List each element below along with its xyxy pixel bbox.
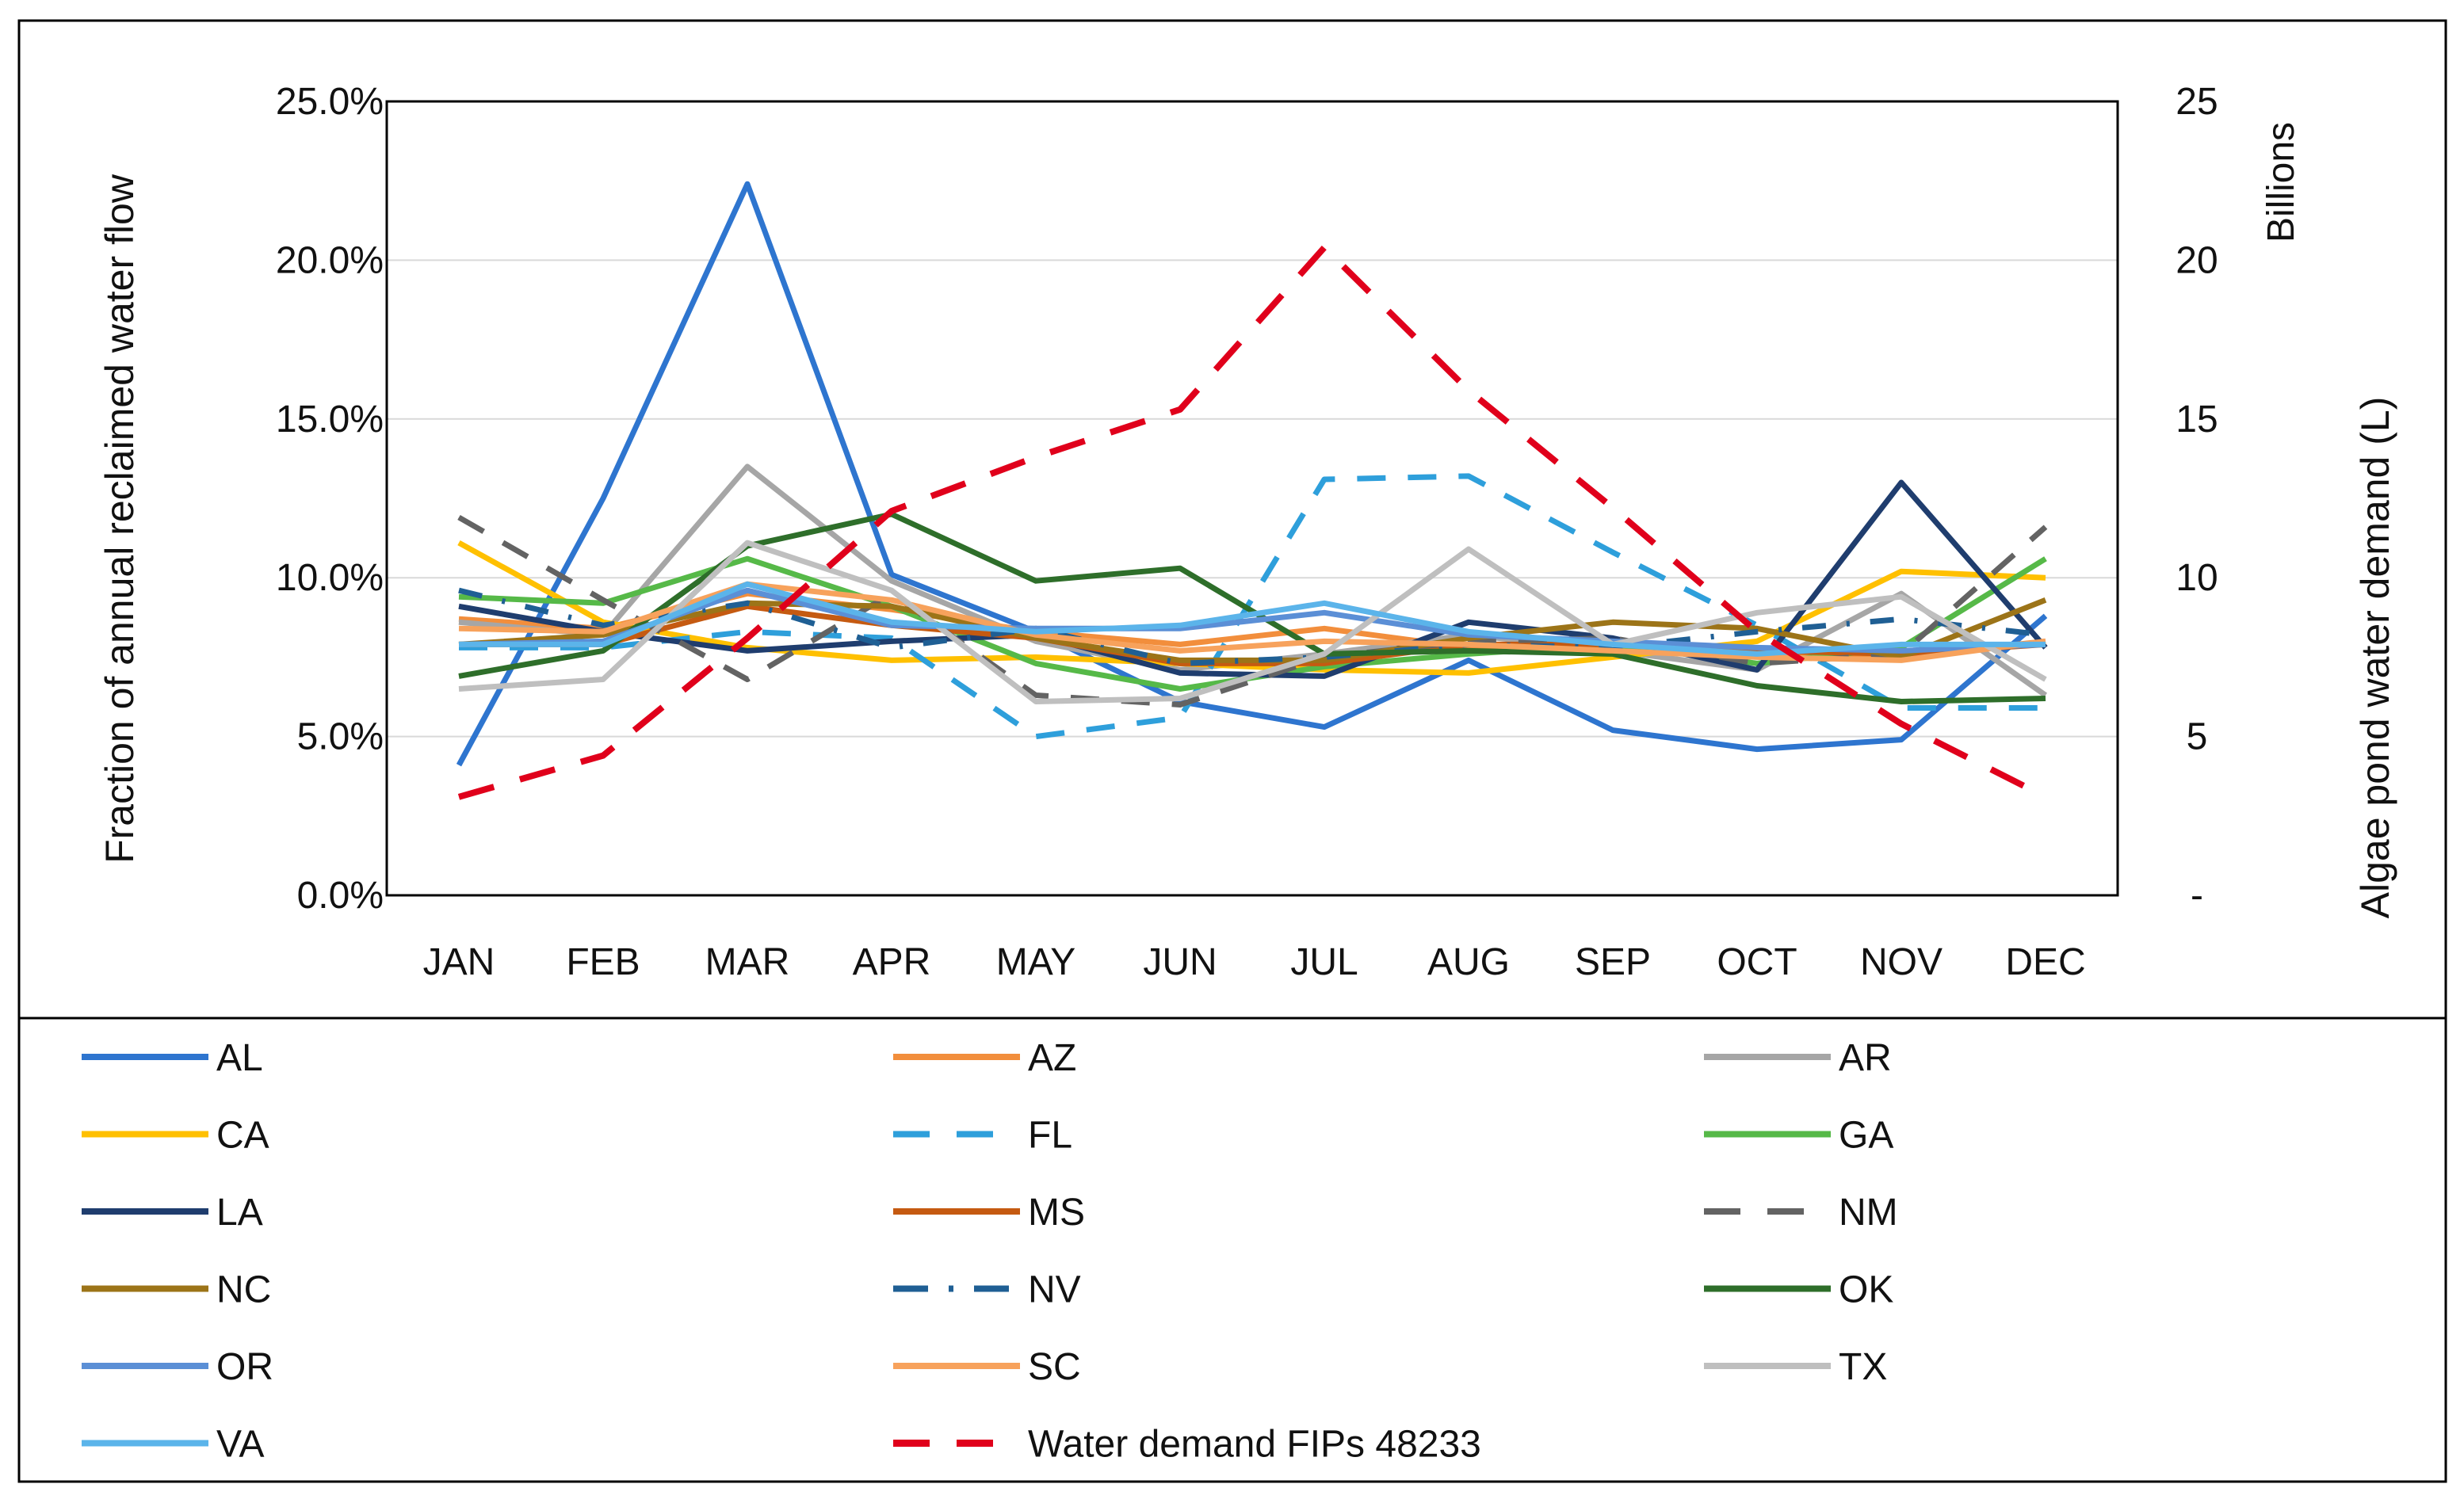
y2-tick-label: 15 [2176, 399, 2218, 441]
legend-label-al: AL [216, 1037, 263, 1079]
series-line-al [456, 181, 2048, 767]
x-tick-label: JUN [1143, 941, 1217, 983]
series-line-nc [458, 597, 2047, 663]
legend-label-ca: CA [216, 1115, 269, 1157]
x-tick-label: SEP [1575, 941, 1651, 983]
x-tick-label: OCT [1717, 941, 1797, 983]
x-axis-ticks: JAN FEB MAR APR MAY JUN JUL AUG SEP OCT NOV DEC [423, 941, 2086, 983]
legend-label-ga: GA [1839, 1115, 1893, 1157]
y-axis-label: Fraction of annual reclaimed water flow [97, 174, 142, 864]
y2-tick-label: 20 [2176, 239, 2218, 281]
gridlines [387, 259, 2118, 738]
y-tick-label: 20.0% [276, 239, 384, 281]
series-line-nv [458, 587, 2046, 666]
x-tick-label: JUL [1290, 941, 1358, 983]
legend-label-fl: FL [1028, 1115, 1072, 1157]
y2-axis-label: Algae pond water demand (L) [2353, 397, 2397, 919]
plot-area [385, 100, 2119, 897]
legend-label-va: VA [216, 1424, 264, 1466]
legend-label-nv: NV [1028, 1269, 1081, 1311]
legend-label-tx: TX [1839, 1346, 1887, 1388]
legend-label-la: LA [216, 1192, 263, 1234]
y-tick-label: 5.0% [297, 716, 384, 758]
legend-label-ar: AR [1839, 1037, 1892, 1079]
legend-label-az: AZ [1028, 1037, 1076, 1079]
x-tick-label: NOV [1860, 941, 1943, 983]
x-tick-label: MAY [996, 941, 1075, 983]
y2-tick-label: 10 [2176, 557, 2218, 599]
y-tick-label: 25.0% [276, 81, 384, 123]
series-line-va [459, 581, 2046, 657]
legend-label-ok: OK [1839, 1269, 1893, 1311]
series-lines [456, 181, 2048, 800]
legend-label-water-demand-fips-48233: Water demand FIPs 48233 [1028, 1424, 1481, 1466]
y-tick-label: 15.0% [276, 399, 384, 441]
legend: AL AZ AR CA FL GA LA MS NM NC NV OK OR SC TX VA Water de… [82, 1037, 1898, 1466]
legend-label-sc: SC [1028, 1346, 1081, 1388]
x-tick-label: JAN [423, 941, 495, 983]
y2-tick-label: 5 [2187, 716, 2208, 758]
y2-tick-label: - [2191, 875, 2203, 917]
legend-label-ms: MS [1028, 1192, 1085, 1234]
y2-tick-label: 25 [2176, 81, 2218, 123]
x-tick-label: DEC [2005, 941, 2085, 983]
x-tick-label: APR [853, 941, 931, 983]
x-tick-label: FEB [566, 941, 640, 983]
x-tick-label: MAR [705, 941, 790, 983]
series-line-tx [458, 540, 2047, 704]
legend-label-nc: NC [216, 1269, 271, 1311]
y-tick-label: 0.0% [297, 875, 384, 917]
series-line-water-demand-fips-48233 [457, 244, 2047, 800]
x-tick-label: AUG [1427, 941, 1510, 983]
legend-label-nm: NM [1839, 1192, 1898, 1234]
series-line-nm [457, 514, 2048, 708]
right-axis-ticks: - 5 10 15 20 25 [2176, 81, 2218, 917]
y-tick-label: 10.0% [276, 557, 384, 599]
left-axis-ticks: 0.0% 5.0% 10.0% 15.0% 20.0% 25.0% [276, 81, 384, 917]
outer-frame [17, 19, 2447, 1483]
legend-label-or: OR [216, 1346, 273, 1388]
y2-unit-label: Billions [2260, 122, 2302, 242]
